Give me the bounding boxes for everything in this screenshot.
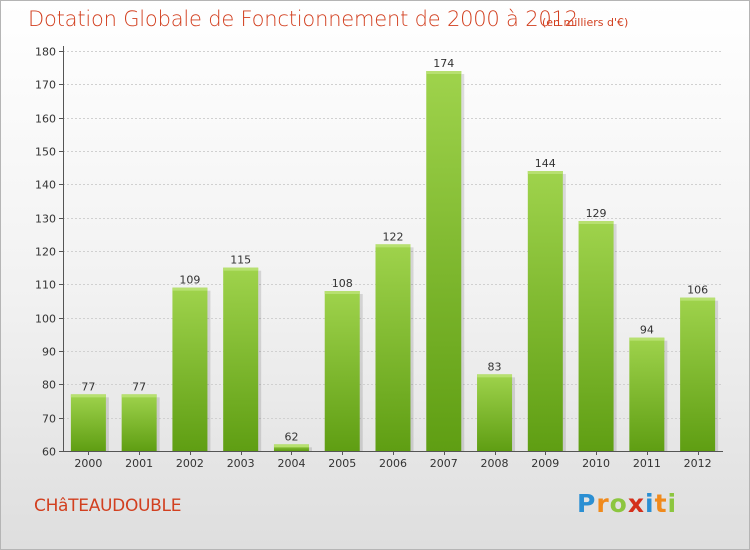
data-label: 115 (230, 254, 251, 267)
bar-cap (121, 394, 157, 398)
bar-cap (172, 287, 208, 291)
logo-letter: P (577, 489, 597, 518)
data-label: 108 (332, 277, 353, 290)
y-tick-label: 150 (35, 146, 56, 159)
x-tick-label: 2006 (379, 457, 407, 470)
x-tick-label: 2011 (633, 457, 661, 470)
axes: 60 70 80 90 100 110 120 130 140 150 160 170 180 2000 2… (35, 46, 723, 470)
bar-cap (477, 374, 513, 378)
data-label: 94 (640, 324, 654, 337)
chart-subtitle: (en milliers d'€) (542, 16, 629, 29)
x-tick-label: 2003 (227, 457, 255, 470)
y-tick-label: 120 (35, 246, 56, 259)
x-tick-label: 2009 (531, 457, 559, 470)
y-tick-label: 90 (42, 346, 56, 359)
x-tick-label: 2007 (430, 457, 458, 470)
bar-2007[interactable] (426, 71, 462, 451)
bar-cap (527, 171, 563, 174)
bar-2006[interactable] (375, 244, 411, 451)
data-label: 129 (586, 207, 607, 220)
bar-cap (629, 337, 665, 341)
y-tick-label: 130 (35, 213, 56, 226)
data-label: 77 (132, 380, 146, 393)
bar-cap (578, 221, 614, 224)
bar-cap (70, 394, 106, 398)
y-tick-label: 60 (42, 446, 56, 459)
x-tick-label: 2012 (684, 457, 712, 470)
bar-2001[interactable] (121, 394, 157, 451)
x-tick-label: 2008 (481, 457, 509, 470)
bar-2012[interactable] (680, 297, 716, 451)
y-tick-label: 70 (42, 413, 56, 426)
bar-cap (273, 444, 309, 448)
bar-2008[interactable] (477, 374, 513, 451)
bar-2002[interactable] (172, 287, 208, 451)
bar-2000[interactable] (70, 394, 106, 451)
bar-2004[interactable] (273, 444, 309, 451)
place-name: CHâTEAUDOUBLE (34, 496, 182, 516)
logo-letter: o (609, 489, 628, 518)
x-tick-label: 2004 (277, 457, 305, 470)
bar-cap (680, 297, 716, 301)
x-tick-label: 2001 (125, 457, 153, 470)
bar-cap (223, 267, 259, 271)
y-tick-label: 140 (35, 179, 56, 192)
y-tick-label: 100 (35, 313, 56, 326)
data-label: 77 (81, 380, 95, 393)
bar-cap (426, 71, 462, 74)
data-label: 122 (383, 230, 404, 243)
x-tick-label: 2005 (328, 457, 356, 470)
logo-letter: i (667, 489, 678, 518)
x-tick-label: 2010 (582, 457, 610, 470)
x-tick-label: 2002 (176, 457, 204, 470)
y-tick-label: 180 (35, 46, 56, 59)
bar-cap (324, 291, 360, 294)
y-tick-label: 170 (35, 79, 56, 92)
logo-letter: i (645, 489, 655, 518)
proxiti-logo[interactable]: Proxiti (577, 489, 677, 518)
y-tick-label: 80 (42, 379, 56, 392)
logo-letter: t (654, 489, 668, 518)
bar-2011[interactable] (629, 337, 665, 451)
data-label: 174 (433, 57, 454, 70)
y-tick-label: 110 (35, 279, 56, 292)
data-label: 62 (284, 430, 298, 443)
logo-letter: r (596, 489, 610, 518)
bar-2010[interactable] (578, 221, 614, 451)
chart-title: Dotation Globale de Fonctionnement de 20… (28, 7, 578, 31)
logo-letter: x (627, 489, 645, 518)
bars: 77 77 109 115 62 108 122 174 83 144 129 94 106 (70, 57, 719, 451)
y-tick-label: 160 (35, 113, 56, 126)
bar-2009[interactable] (527, 171, 563, 451)
data-label: 144 (535, 157, 556, 170)
data-label: 109 (179, 274, 200, 287)
data-label: 106 (687, 284, 708, 297)
bar-2003[interactable] (223, 267, 259, 451)
data-label: 83 (488, 360, 502, 373)
x-tick-label: 2000 (74, 457, 102, 470)
bar-cap (375, 244, 411, 248)
bar-2005[interactable] (324, 291, 360, 451)
